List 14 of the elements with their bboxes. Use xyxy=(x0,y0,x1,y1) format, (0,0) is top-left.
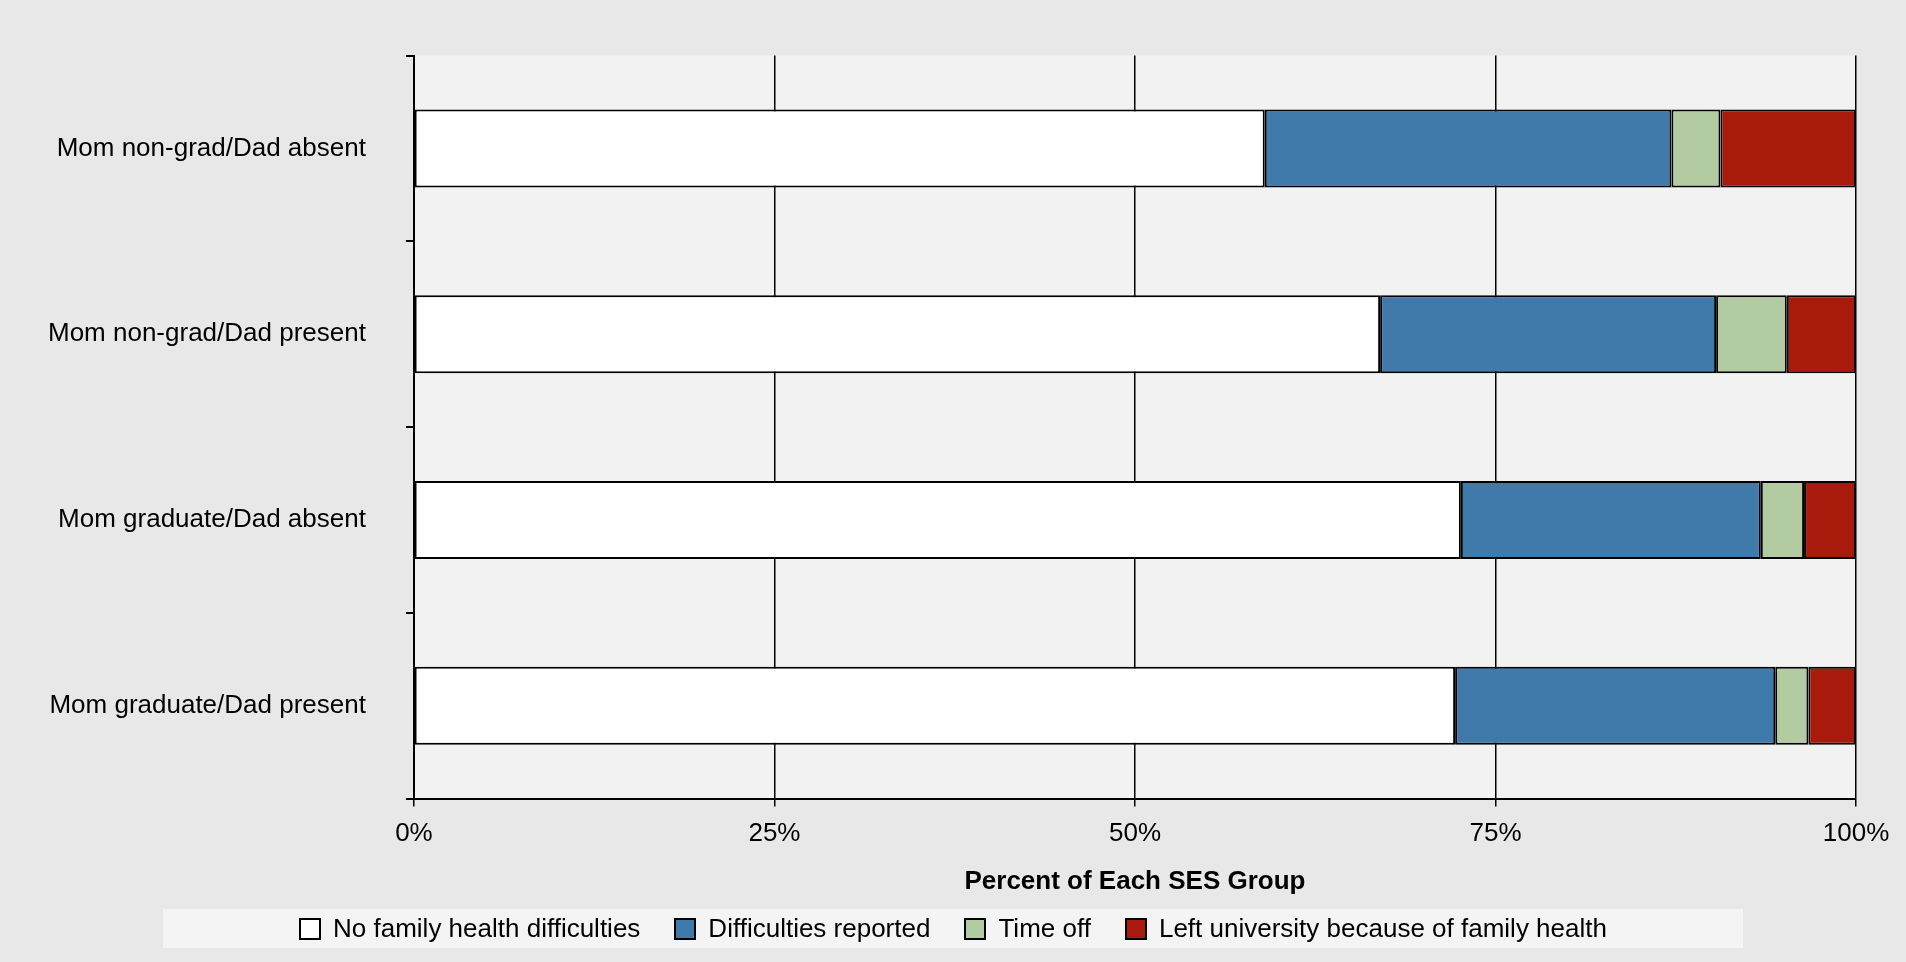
x-tick-label: 25% xyxy=(748,817,801,848)
x-tick-label: 0% xyxy=(395,817,433,848)
legend-label: Left university because of family health xyxy=(1158,913,1607,944)
legend-label: Difficulties reported xyxy=(708,913,931,944)
y-tick-label: Mom graduate/Dad absent xyxy=(58,503,367,534)
y-tick-label: Mom non-grad/Dad present xyxy=(47,317,367,348)
x-tick-label: 75% xyxy=(1469,817,1522,848)
x-tick-label: 50% xyxy=(1108,817,1161,848)
x-tick-label: 100% xyxy=(1822,817,1890,848)
y-tick-label: Mom non-grad/Dad absent xyxy=(56,131,367,162)
text: No family health difficulties xyxy=(333,913,641,944)
y-tick-label: Mom graduate/Dad present xyxy=(49,688,367,719)
legend-label: Time off xyxy=(998,913,1091,944)
x-axis-title: Percent of Each SES Group xyxy=(964,864,1306,895)
